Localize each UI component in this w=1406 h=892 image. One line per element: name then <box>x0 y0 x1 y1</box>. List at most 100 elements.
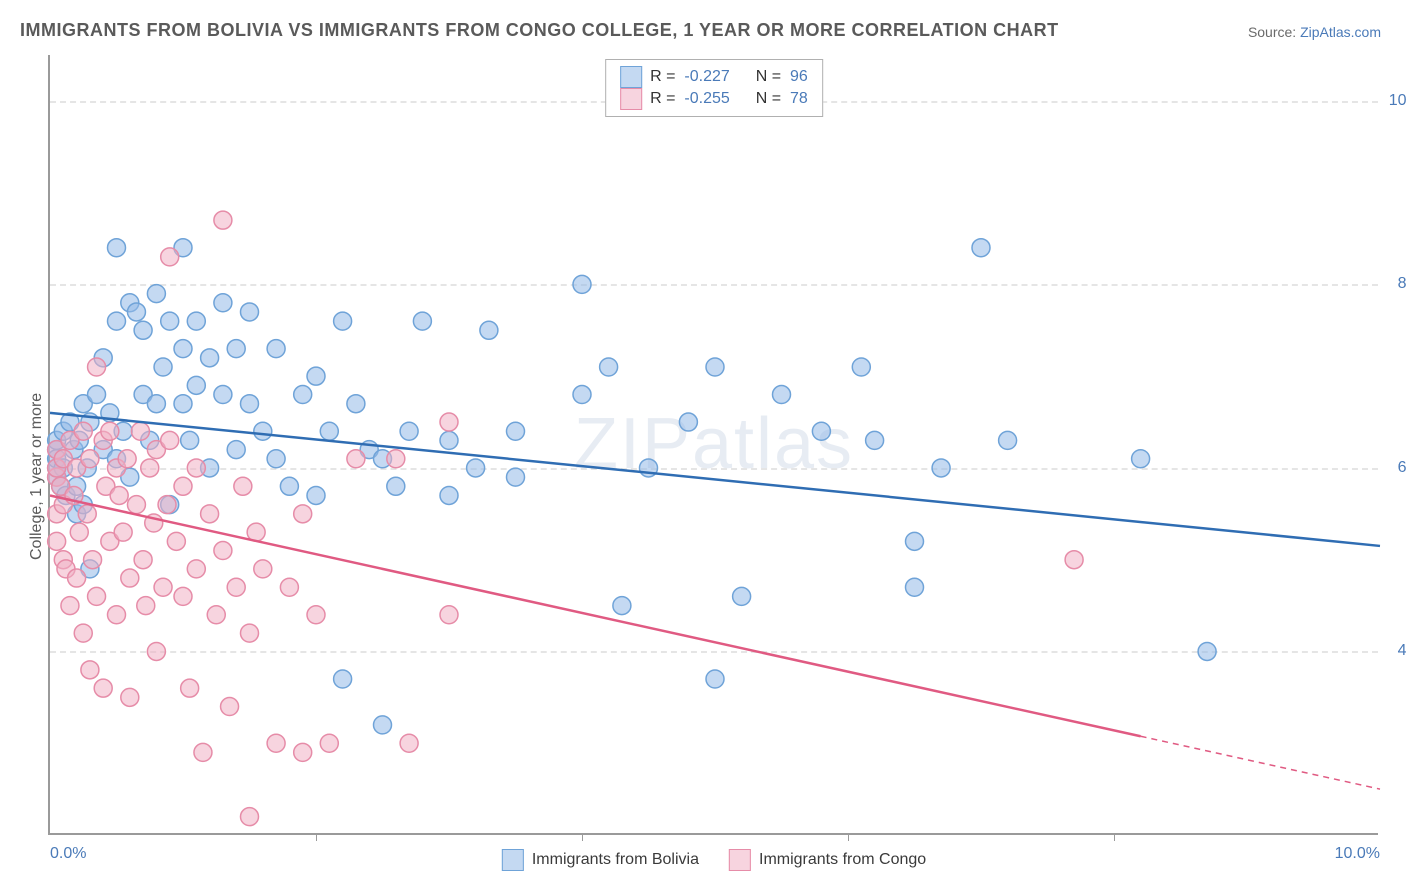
data-point <box>480 321 498 339</box>
data-point <box>1198 642 1216 660</box>
data-point <box>214 386 232 404</box>
data-point <box>812 422 830 440</box>
data-point <box>440 606 458 624</box>
data-point <box>241 303 259 321</box>
data-point <box>440 431 458 449</box>
y-tick-label: 100.0% <box>1389 92 1406 110</box>
data-point <box>906 578 924 596</box>
source-link[interactable]: ZipAtlas.com <box>1300 24 1381 40</box>
data-point <box>181 431 199 449</box>
source-attribution: Source: ZipAtlas.com <box>1248 24 1381 40</box>
data-point <box>613 597 631 615</box>
data-point <box>374 716 392 734</box>
r-stat: R = -0.255 <box>650 90 730 108</box>
data-point <box>147 642 165 660</box>
data-point <box>221 698 239 716</box>
y-axis-label: College, 1 year or more <box>28 393 46 560</box>
data-point <box>254 560 272 578</box>
chart-title: IMMIGRANTS FROM BOLIVIA VS IMMIGRANTS FR… <box>20 20 1059 41</box>
data-point <box>187 459 205 477</box>
data-point <box>387 477 405 495</box>
data-point <box>267 450 285 468</box>
data-point <box>108 239 126 257</box>
data-point <box>84 551 102 569</box>
data-point <box>573 275 591 293</box>
data-point <box>187 312 205 330</box>
data-point <box>68 569 86 587</box>
data-point <box>400 422 418 440</box>
data-point <box>227 441 245 459</box>
x-tick <box>848 833 849 841</box>
data-point <box>161 312 179 330</box>
data-point <box>1132 450 1150 468</box>
data-point <box>74 624 92 642</box>
data-point <box>61 597 79 615</box>
data-point <box>147 395 165 413</box>
data-point <box>320 422 338 440</box>
data-point <box>214 294 232 312</box>
correlation-legend-row: R = -0.227 N = 96 <box>620 66 808 88</box>
data-point <box>101 422 119 440</box>
data-point <box>280 578 298 596</box>
series-legend: Immigrants from Bolivia Immigrants from C… <box>502 849 926 871</box>
data-point <box>78 505 96 523</box>
data-point <box>121 688 139 706</box>
data-point <box>141 459 159 477</box>
data-point <box>507 422 525 440</box>
data-point <box>280 477 298 495</box>
data-point <box>227 340 245 358</box>
data-point <box>127 303 145 321</box>
data-point <box>387 450 405 468</box>
x-tick <box>582 833 583 841</box>
x-tick <box>1114 833 1115 841</box>
data-point <box>347 450 365 468</box>
data-point <box>932 459 950 477</box>
correlation-legend-row: R = -0.255 N = 78 <box>620 88 808 110</box>
data-point <box>158 496 176 514</box>
data-point <box>174 395 192 413</box>
data-point <box>118 450 136 468</box>
series-legend-label: Immigrants from Bolivia <box>532 851 699 869</box>
data-point <box>88 358 106 376</box>
data-point <box>214 542 232 560</box>
data-point <box>267 340 285 358</box>
data-point <box>906 532 924 550</box>
data-point <box>161 248 179 266</box>
data-point <box>294 743 312 761</box>
data-point <box>706 670 724 688</box>
series-legend-label: Immigrants from Congo <box>759 851 926 869</box>
data-point <box>573 386 591 404</box>
data-point <box>181 679 199 697</box>
data-point <box>154 358 172 376</box>
data-point <box>137 597 155 615</box>
data-point <box>207 606 225 624</box>
legend-swatch <box>620 66 642 88</box>
data-point <box>147 285 165 303</box>
data-point <box>174 587 192 605</box>
r-stat: R = -0.227 <box>650 68 730 86</box>
correlation-legend: R = -0.227 N = 96 R = -0.255 N = 78 <box>605 59 823 117</box>
data-point <box>440 486 458 504</box>
data-point <box>187 376 205 394</box>
source-label: Source: <box>1248 24 1296 40</box>
data-point <box>241 395 259 413</box>
data-point <box>114 523 132 541</box>
data-point <box>108 606 126 624</box>
data-point <box>108 312 126 330</box>
series-legend-item: Immigrants from Congo <box>729 849 926 871</box>
data-point <box>320 734 338 752</box>
data-point <box>134 551 152 569</box>
data-point <box>174 340 192 358</box>
n-stat: N = 96 <box>756 68 808 86</box>
legend-swatch <box>729 849 751 871</box>
data-point <box>679 413 697 431</box>
data-point <box>254 422 272 440</box>
chart-container: IMMIGRANTS FROM BOLIVIA VS IMMIGRANTS FR… <box>0 0 1406 892</box>
data-point <box>400 734 418 752</box>
n-stat: N = 78 <box>756 90 808 108</box>
data-point <box>94 679 112 697</box>
data-point <box>70 523 88 541</box>
data-point <box>267 734 285 752</box>
data-point <box>194 743 212 761</box>
data-point <box>307 367 325 385</box>
